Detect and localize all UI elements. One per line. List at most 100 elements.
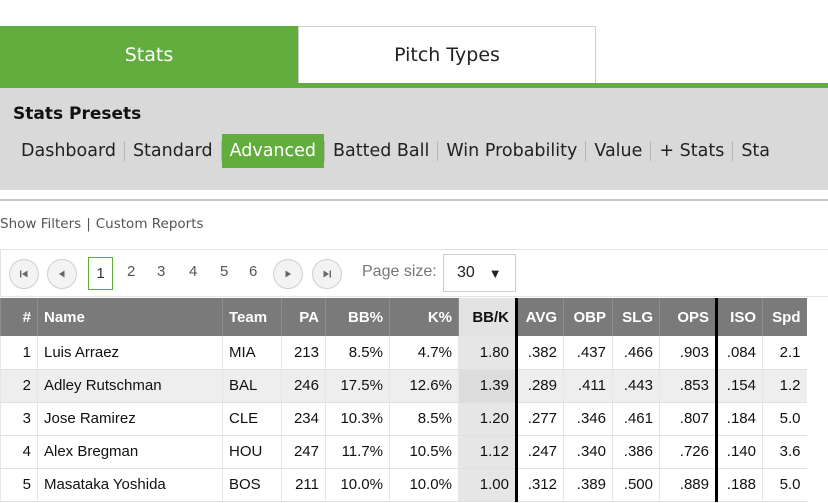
filter-separator: | [86,216,91,232]
col-header-rank[interactable]: # [0,298,38,336]
preset-advanced[interactable]: Advanced [221,134,325,168]
col-header-spd[interactable]: Spd [762,298,807,336]
preset-plus-stats[interactable]: + Stats [659,141,725,161]
table-row: 5 Masataka Yoshida BOS 211 10.0% 10.0% 1… [0,468,807,502]
col-header-bb-k[interactable]: BB/K [458,298,518,336]
col-header-name[interactable]: Name [37,298,223,336]
cell-k-pct: 10.0% [389,468,459,502]
cell-team[interactable]: MIA [222,336,282,370]
cell-pa: 234 [281,402,326,436]
cell-bb-pct: 10.3% [325,402,390,436]
cell-bb-k: 1.12 [458,435,518,469]
cell-player-name[interactable]: Alex Bregman [37,435,223,469]
custom-reports-link[interactable]: Custom Reports [95,216,204,232]
col-header-team[interactable]: Team [222,298,282,336]
cell-team[interactable]: CLE [222,402,282,436]
stats-presets-panel: Stats Presets Dashboard Standard Advance… [0,88,828,190]
cell-avg: .312 [516,468,564,502]
cell-team[interactable]: BOS [222,468,282,502]
presets-divider [0,199,828,201]
cell-rank: 4 [0,435,38,469]
cell-avg: .277 [516,402,564,436]
cell-bb-k: 1.80 [458,336,518,370]
stats-presets-title: Stats Presets [13,104,142,124]
cell-k-pct: 4.7% [389,336,459,370]
page-3-button[interactable]: 3 [157,263,166,280]
page-size-select[interactable]: 30 ▼ [443,254,516,292]
cell-obp: .411 [563,369,613,403]
first-page-icon[interactable] [9,259,39,289]
preset-statcast[interactable]: Sta [741,141,771,161]
page-5-button[interactable]: 5 [220,263,229,280]
cell-rank: 1 [0,336,38,370]
cell-slg: .461 [612,402,660,436]
col-header-k-pct[interactable]: K% [389,298,459,336]
cell-rank: 5 [0,468,38,502]
preset-divider [650,141,652,161]
main-tabs: Stats Pitch Types [0,26,828,83]
table-row: 3 Jose Ramirez CLE 234 10.3% 8.5% 1.20 .… [0,402,807,436]
pagination-bar: 1 2 3 4 5 6 Page size: 30 ▼ [0,249,828,297]
cell-player-name[interactable]: Adley Rutschman [37,369,223,403]
cell-spd: 1.2 [762,369,807,403]
page-size-label: Page size: [362,263,437,280]
preset-divider [220,141,222,161]
cell-player-name[interactable]: Luis Arraez [37,336,223,370]
cell-bb-pct: 11.7% [325,435,390,469]
tab-pitch-types[interactable]: Pitch Types [298,26,596,83]
col-header-iso[interactable]: ISO [716,298,763,336]
page-size-value: 30 [457,264,475,281]
cell-team[interactable]: BAL [222,369,282,403]
preset-divider [437,141,439,161]
cell-player-name[interactable]: Jose Ramirez [37,402,223,436]
cell-k-pct: 12.6% [389,369,459,403]
cell-k-pct: 10.5% [389,435,459,469]
page-4-button[interactable]: 4 [189,263,198,280]
cell-ops: .903 [659,336,718,370]
table-row: 4 Alex Bregman HOU 247 11.7% 10.5% 1.12 … [0,435,807,469]
page-1-button[interactable]: 1 [88,257,113,290]
next-page-icon[interactable] [273,259,303,289]
col-header-pa[interactable]: PA [281,298,326,336]
cell-ops: .807 [659,402,718,436]
stats-presets-list: Dashboard Standard Advanced Batted Ball … [13,132,778,170]
col-header-bb-pct[interactable]: BB% [325,298,390,336]
cell-bb-k: 1.00 [458,468,518,502]
preset-standard[interactable]: Standard [132,141,213,161]
cell-player-name[interactable]: Masataka Yoshida [37,468,223,502]
preset-divider [732,141,734,161]
cell-obp: .437 [563,336,613,370]
show-filters-link[interactable]: Show Filters [0,216,82,232]
col-header-obp[interactable]: OBP [563,298,613,336]
preset-value[interactable]: Value [594,141,643,161]
cell-pa: 246 [281,369,326,403]
col-header-ops[interactable]: OPS [659,298,718,336]
preset-divider [324,141,326,161]
cell-spd: 2.1 [762,336,807,370]
page-6-button[interactable]: 6 [249,263,258,280]
preset-dashboard[interactable]: Dashboard [21,141,116,161]
col-header-slg[interactable]: SLG [612,298,660,336]
preset-win-probability[interactable]: Win Probability [446,141,578,161]
preset-divider [123,141,125,161]
cell-iso: .188 [716,468,763,502]
cell-rank: 2 [0,369,38,403]
cell-slg: .443 [612,369,660,403]
cell-slg: .466 [612,336,660,370]
table-row: 2 Adley Rutschman BAL 246 17.5% 12.6% 1.… [0,369,807,403]
prev-page-icon[interactable] [47,259,77,289]
cell-pa: 247 [281,435,326,469]
chevron-down-icon: ▼ [488,265,502,281]
tab-stats[interactable]: Stats [0,26,298,83]
page-2-button[interactable]: 2 [127,263,136,280]
cell-bb-k: 1.39 [458,369,518,403]
cell-bb-pct: 17.5% [325,369,390,403]
col-header-avg[interactable]: AVG [516,298,564,336]
cell-team[interactable]: HOU [222,435,282,469]
filter-links: Show Filters | Custom Reports [0,216,204,232]
preset-batted-ball[interactable]: Batted Ball [333,141,430,161]
cell-obp: .389 [563,468,613,502]
cell-bb-pct: 10.0% [325,468,390,502]
cell-pa: 213 [281,336,326,370]
last-page-icon[interactable] [312,259,342,289]
